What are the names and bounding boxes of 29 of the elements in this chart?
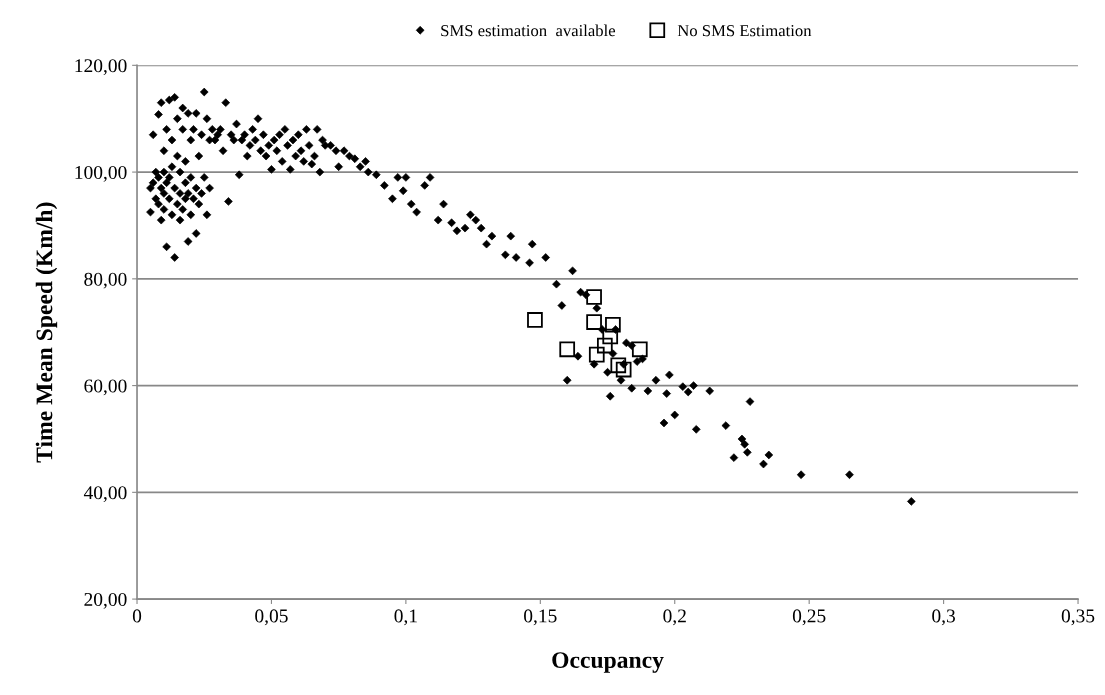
point: [586, 289, 602, 305]
y-tick-label: 60,00: [84, 379, 127, 396]
point: [605, 316, 621, 333]
y-tick-label: 100,00: [75, 165, 127, 182]
point: [596, 337, 613, 354]
y-tick-label: 120,00: [75, 59, 127, 76]
x-tick-label: 0,3: [932, 609, 955, 626]
x-tick-label: 0,1: [394, 609, 417, 626]
x-tick-label: 0: [132, 609, 142, 623]
point: [559, 341, 576, 358]
x-tick-label: 0,15: [524, 609, 557, 626]
point: [588, 346, 605, 363]
point: [631, 341, 648, 358]
point: [527, 312, 543, 328]
legend-label: No SMS Estimation: [677, 25, 812, 37]
x-axis-title: Occupancy: [552, 652, 664, 673]
point: [615, 361, 632, 378]
y-axis-title: Time Mean Speed (Km/h): [35, 202, 58, 463]
y-tick-label: 40,00: [83, 486, 127, 503]
x-tick-label: 0,05: [255, 609, 288, 626]
x-tick-label: 0,35: [1061, 609, 1095, 626]
y-tick-label: 80,00: [84, 272, 127, 289]
point: [586, 314, 602, 330]
point: [602, 328, 619, 345]
y-tick-label: 20,00: [84, 592, 127, 609]
point: [610, 357, 627, 374]
x-tick-label: 0,25: [792, 609, 826, 626]
legend-label: SMS estimation available: [441, 24, 616, 37]
x-tick-label: 0,2: [663, 609, 686, 626]
